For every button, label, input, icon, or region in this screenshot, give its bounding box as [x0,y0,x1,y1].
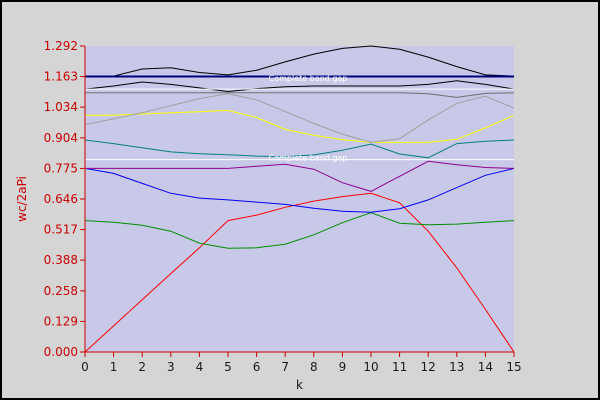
y-tick-label: 0.517 [44,223,78,237]
band-line-4 [85,160,515,192]
y-tick-label: 0.646 [44,192,78,206]
y-tick-label: 1.034 [44,100,78,114]
y-tick-label: 1.292 [44,39,78,53]
x-tick-label: 14 [478,360,493,374]
x-tick-label: 4 [196,360,204,374]
y-tick-label: 0.258 [44,284,78,298]
x-axis-title: k [296,378,303,392]
y-tick-label: 0.129 [44,314,78,328]
reference-lines-layer [85,75,514,161]
band-line-6 [85,109,515,143]
band-line-1 [84,192,515,353]
x-tick-label: 12 [421,360,436,374]
gap-labels-layer: Complete band gap Complete band gap [269,74,348,163]
plot-background [85,46,514,352]
y-tick-label: 0.904 [44,131,78,145]
x-tick-label: 10 [363,360,378,374]
x-tick-label: 9 [339,360,347,374]
x-tick-label: 1 [110,360,118,374]
band-line-9 [84,80,515,93]
x-tick-label: 2 [138,360,146,374]
x-tick-label: 11 [392,360,407,374]
band-line-5 [84,139,515,159]
axes-layer: 0.000 0.129 0.258 0.388 0.517 0.646 0.775 0.904… [44,39,522,374]
band-gap-label-1: Complete band gap [269,74,348,83]
x-tick-label: 15 [506,360,521,374]
band-line-8 [85,92,515,98]
y-tick-label: 0.000 [44,345,78,359]
band-line-3 [84,167,515,213]
series-layer [84,45,515,353]
x-tick-label: 5 [224,360,232,374]
band-gap-label-2: Complete band gap [269,153,348,162]
x-tick-label: 7 [281,360,289,374]
band-line-2 [84,212,515,249]
y-tick-label: 0.388 [44,253,78,267]
x-tick-label: 3 [167,360,175,374]
band-line-7 [84,93,515,143]
y-axis-title: wc/2aPi [15,176,29,222]
x-tick-label: 0 [81,360,89,374]
x-tick-label: 13 [449,360,464,374]
band-line-10 [85,45,515,77]
x-tick-label: 8 [310,360,318,374]
y-tick-label: 0.775 [44,161,78,175]
x-tick-label: 6 [253,360,261,374]
y-tick-label: 1.163 [44,70,78,84]
